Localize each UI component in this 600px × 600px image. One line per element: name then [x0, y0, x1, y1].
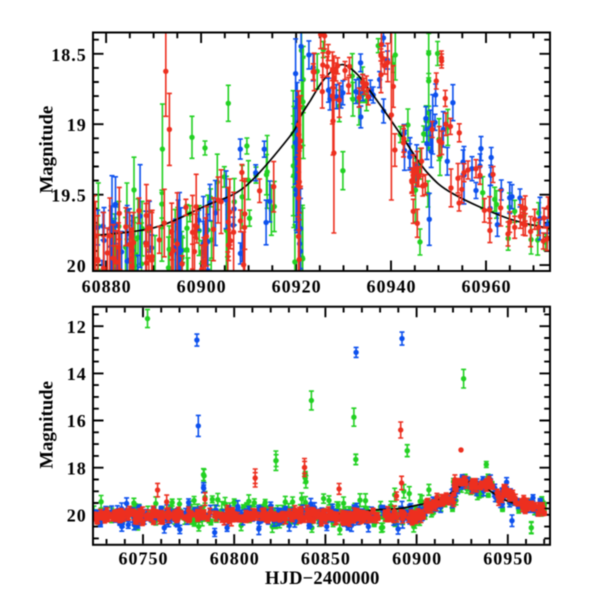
svg-text:60920: 60920 [272, 276, 322, 296]
svg-text:18: 18 [67, 458, 87, 478]
svg-text:18.5: 18.5 [51, 45, 87, 65]
svg-text:60950: 60950 [483, 549, 533, 569]
svg-text:Magnitude: Magnitude [36, 106, 57, 194]
svg-text:20: 20 [67, 506, 87, 526]
svg-text:60850: 60850 [301, 549, 351, 569]
svg-text:20: 20 [67, 256, 87, 276]
svg-text:60750: 60750 [119, 549, 169, 569]
svg-text:14: 14 [67, 364, 87, 384]
svg-text:60940: 60940 [367, 276, 417, 296]
svg-text:Magnitude: Magnitude [36, 381, 57, 469]
svg-text:19: 19 [67, 115, 87, 135]
svg-text:60900: 60900 [177, 276, 227, 296]
svg-text:12: 12 [67, 317, 87, 337]
svg-text:16: 16 [67, 411, 87, 431]
svg-text:HJD−2400000: HJD−2400000 [265, 569, 380, 589]
svg-text:60880: 60880 [82, 276, 132, 296]
svg-text:60800: 60800 [210, 549, 260, 569]
svg-text:60900: 60900 [392, 549, 442, 569]
svg-text:60960: 60960 [462, 276, 512, 296]
svg-text:19.5: 19.5 [51, 186, 87, 206]
